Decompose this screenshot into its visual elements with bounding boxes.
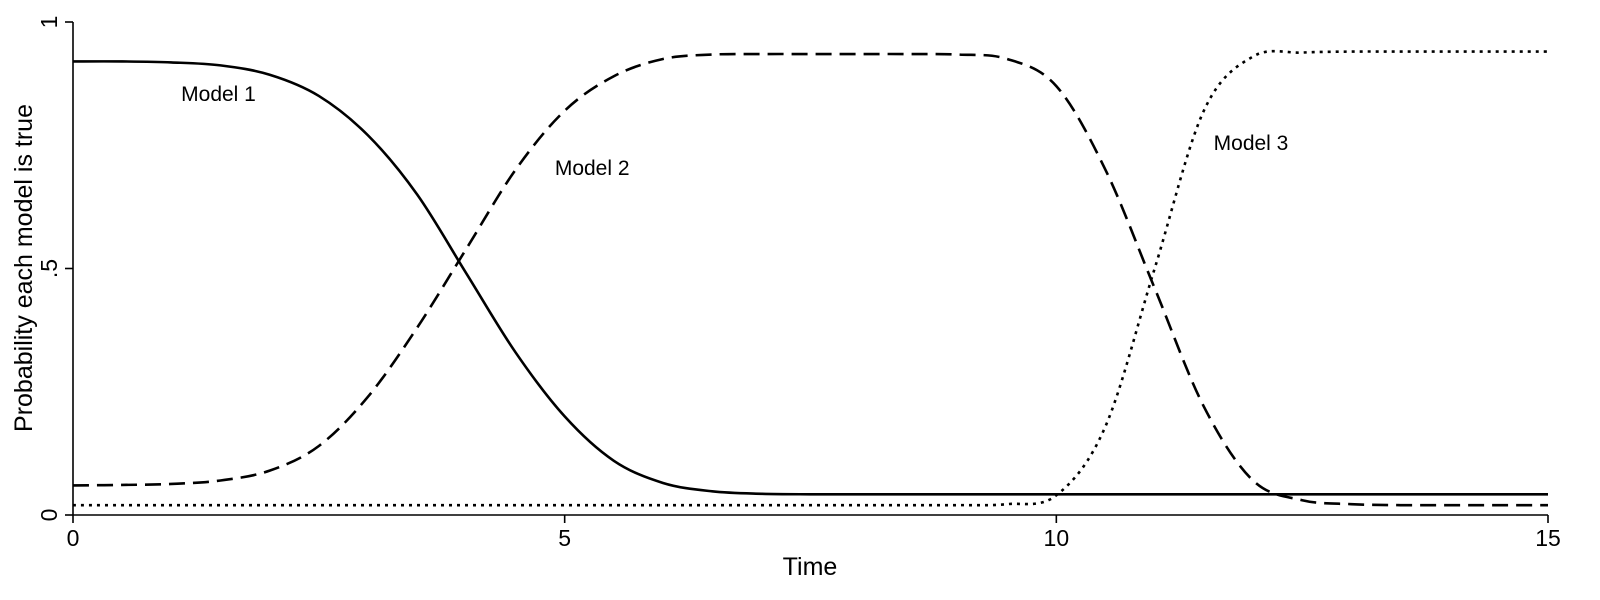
- x-axis-title: Time: [783, 553, 838, 581]
- series-line-1: [72, 60, 1548, 496]
- y-tick-label: 1: [36, 16, 62, 29]
- y-tick-label: .5: [36, 259, 62, 278]
- series-label-3: Model 3: [1214, 132, 1289, 155]
- annotation-layer: Model 1 Model 2 Model 3: [181, 83, 1288, 180]
- y-axis-title: Probability each model is true: [10, 104, 38, 432]
- y-tick-label: 0: [36, 509, 62, 522]
- x-tick-label: 10: [1044, 525, 1070, 551]
- series-label-2: Model 2: [555, 157, 630, 180]
- x-tick-label: 5: [558, 525, 571, 551]
- ticks-layer: 0 5 10 15 0 .5 1: [36, 16, 1561, 551]
- series-layer: [72, 49, 1548, 507]
- x-tick-label: 0: [67, 525, 80, 551]
- series-label-1: Model 1: [181, 83, 256, 106]
- x-tick-label: 15: [1535, 525, 1561, 551]
- series-line-2: [72, 52, 1548, 507]
- series-line-3: [72, 49, 1548, 507]
